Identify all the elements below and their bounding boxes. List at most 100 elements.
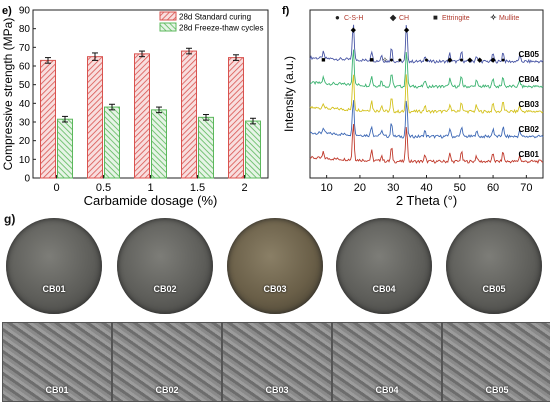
y-tick-label: 0 (24, 174, 30, 185)
legend-symbol: ✧ (490, 13, 497, 22)
y-tick-label: 70 (19, 43, 31, 54)
xrd-trace-cb05 (309, 24, 544, 64)
legend-label: Mullite (499, 15, 519, 22)
sem-image-cb02: CB02 (112, 322, 222, 402)
sem-image-cb04: CB04 (332, 322, 442, 402)
xrd-trace-cb04 (309, 49, 544, 89)
peak-marker: ◆ (447, 57, 453, 64)
specimen-label: CB04 (372, 284, 396, 294)
y-tick-label: 80 (19, 24, 31, 35)
legend-swatch (159, 11, 177, 21)
bar-standard (228, 57, 244, 179)
bar-freeze-thaw (57, 118, 73, 179)
sem-label: CB01 (45, 385, 69, 395)
trace-label: CB01 (519, 150, 540, 159)
xrd-trace-cb02 (309, 100, 544, 139)
peak-marker: ◆ (404, 27, 410, 34)
peak-marker: ● (424, 57, 428, 64)
bar-freeze-thaw (151, 109, 167, 179)
y-tick-label: 60 (19, 62, 31, 73)
legend-label: CH (399, 15, 409, 22)
peak-marker: ◆ (490, 57, 496, 64)
panel-f-label: f) (282, 5, 290, 17)
sem-label: CB05 (485, 385, 509, 395)
bar-freeze-thaw (198, 116, 214, 179)
bar-standard (134, 53, 150, 179)
specimen-label: CB01 (42, 284, 66, 294)
peak-marker: ■ (321, 57, 325, 64)
specimen-photo-cb01: CB01 (6, 218, 102, 314)
x-tick-label: 1 (147, 182, 153, 194)
peak-marker: ● (501, 57, 505, 64)
sem-image-row: CB01 CB02 CB03 CB04 CB05 (0, 322, 550, 405)
plot-frame (309, 9, 544, 179)
x-tick-label: 0.5 (96, 182, 111, 194)
peak-marker: ● (389, 57, 393, 64)
sem-label: CB02 (155, 385, 179, 395)
trace-label: CB02 (519, 125, 540, 134)
y-tick-label: 40 (19, 99, 31, 110)
y-tick-label: 20 (19, 136, 31, 147)
peak-marker: ◆ (477, 57, 483, 64)
y-axis-label: Intensity (a.u.) (282, 56, 296, 132)
legend-label: C-S-H (344, 15, 363, 22)
specimen-label: CB02 (153, 284, 177, 294)
bar-standard (40, 59, 56, 179)
bar-standard (181, 50, 197, 179)
x-tick-label: 0 (53, 182, 59, 194)
panel-e-label: e) (2, 5, 12, 17)
x-tick-label: 50 (454, 182, 466, 194)
trace-label: CB05 (519, 50, 540, 59)
sem-label: CB04 (375, 385, 399, 395)
legend-symbol: ● (335, 13, 340, 22)
peak-marker: ● (459, 57, 463, 64)
x-tick-label: 1.5 (190, 182, 205, 194)
legend-symbol: ◆ (389, 13, 397, 22)
x-tick-label: 30 (387, 182, 399, 194)
panel-e: e) 0 10 20 30 40 50 60 70 80 90 0 0.5 1 1.5 2 Carbamide … (0, 0, 275, 214)
x-axis-label: 2 Theta (°) (396, 193, 457, 208)
y-tick-label: 90 (19, 6, 31, 17)
specimen-photo-cb05: CB05 (446, 218, 542, 314)
peak-marker: ● (398, 57, 402, 64)
xrd-trace-cb03 (309, 74, 544, 114)
sem-image-cb01: CB01 (2, 322, 112, 402)
peak-marker: ◆ (467, 57, 473, 64)
specimen-label: CB03 (263, 284, 287, 294)
specimen-photo-row: CB01 CB02 CB03 CB04 CB05 (0, 214, 550, 318)
sem-label: CB03 (265, 385, 289, 395)
x-tick-label: 10 (321, 182, 333, 194)
x-tick-label: 60 (487, 182, 499, 194)
chart-e-svg: e) 0 10 20 30 40 50 60 70 80 90 0 0.5 1 1.5 2 Carbamide … (1, 5, 269, 208)
bar-freeze-thaw (104, 106, 120, 179)
legend-label: Ettringite (442, 15, 470, 22)
peak-marker: ◆ (351, 27, 357, 34)
trace-label: CB04 (519, 75, 540, 84)
y-tick-label: 50 (19, 80, 31, 91)
specimen-label: CB05 (482, 284, 506, 294)
trace-label: CB03 (519, 100, 540, 109)
peak-marker: ✧ (382, 56, 388, 64)
y-tick-label: 30 (19, 118, 31, 129)
legend-label: 28d Freeze-thaw cycles (179, 24, 263, 33)
specimen-photo-cb02: CB02 (117, 218, 213, 314)
legend-symbol: ■ (433, 13, 438, 22)
bar-freeze-thaw (245, 120, 261, 179)
peak-marker: ■ (369, 57, 373, 64)
bar-standard (87, 56, 103, 179)
legend-swatch (159, 22, 177, 32)
x-tick-label: 40 (420, 182, 432, 194)
panel-f: f) 10 20 30 40 50 60 70 2 Theta (°) Intensity (a.… (275, 0, 550, 214)
xrd-trace-cb01 (309, 123, 544, 165)
specimen-photo-cb04: CB04 (336, 218, 432, 314)
y-tick-label: 10 (19, 155, 31, 166)
x-tick-label: 70 (520, 182, 532, 194)
y-axis-label: Compressive strength (MPa) (1, 18, 15, 171)
x-tick-label: 2 (241, 182, 247, 194)
panel-g-label: g) (4, 212, 16, 226)
sem-image-cb03: CB03 (222, 322, 332, 402)
x-axis-label: Carbamide dosage (%) (84, 193, 218, 208)
x-tick-label: 20 (354, 182, 366, 194)
chart-f-svg: f) 10 20 30 40 50 60 70 2 Theta (°) Intensity (a.… (282, 5, 544, 208)
legend-label: 28d Standard curing (179, 13, 251, 22)
